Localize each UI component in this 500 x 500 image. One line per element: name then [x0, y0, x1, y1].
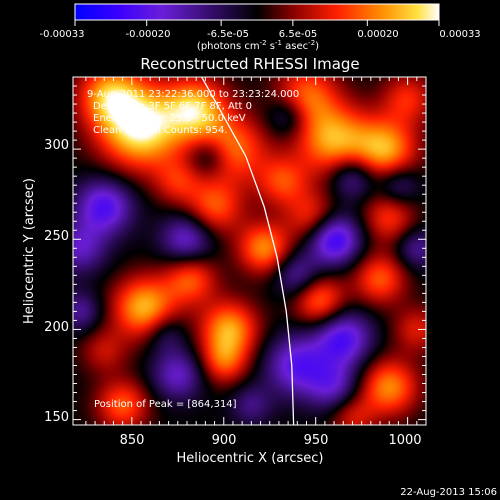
y-tick-label: 150	[44, 410, 69, 425]
annotation-time-range: 9-Aug-2011 23:22:36.000 to 23:23:24.000	[87, 89, 299, 100]
x-tick-labels: 850 900 950 1000	[120, 433, 422, 448]
annotation-clean: Clean Total Counts: 954.	[93, 125, 228, 136]
x-tick-label: 850	[120, 433, 145, 448]
y-tick-label: 200	[44, 320, 69, 335]
colorbar-ticks	[74, 20, 440, 26]
y-tick-label: 250	[44, 229, 69, 244]
x-axis-label: Heliocentric X (arcsec)	[177, 451, 324, 466]
colorbar-tick-labels: -0.00033 -0.00020 -6.5e-05 6.5e-05 0.000…	[40, 29, 481, 40]
axis-ticks	[73, 76, 427, 425]
x-tick-label: 1000	[388, 433, 421, 448]
colorbar-tick-label: 6.5e-05	[279, 29, 317, 40]
plot-annotations: 9-Aug-2011 23:22:36.000 to 23:23:24.000 …	[87, 89, 299, 410]
y-tick-labels: 150 200 250 300	[44, 138, 69, 425]
heatmap-canvas	[73, 77, 426, 425]
colorbar-tick-label: -6.5e-05	[207, 29, 249, 40]
solar-limb-line	[201, 77, 295, 425]
colorbar-units: (photons cm-2 s-1 asec-2)	[197, 39, 319, 52]
colorbar: -0.00033 -0.00020 -6.5e-05 6.5e-05 0.000…	[40, 3, 481, 52]
x-tick-label: 900	[212, 433, 237, 448]
x-tick-label: 950	[304, 433, 329, 448]
colorbar-tick-label: -0.00033	[40, 29, 85, 40]
annotation-detectors: Detectors: 3F 5F 6F 7F 8F, Att 0	[93, 101, 252, 112]
annotation-peak: Position of Peak = [864,314]	[94, 399, 237, 410]
colorbar-tick-label: -0.00020	[126, 29, 171, 40]
plot-timestamp: 22-Aug-2013 15:06	[400, 487, 497, 498]
plot-frame	[72, 76, 427, 426]
heatmap-area	[73, 77, 426, 425]
annotation-energy: Energy Range: 25.0 - 50.0 keV	[93, 113, 246, 124]
chart-title: Reconstructed RHESSI Image	[140, 55, 359, 73]
y-axis-label: Heliocentric Y (arcsec)	[22, 178, 37, 324]
colorbar-tick-label: 0.00033	[439, 29, 480, 40]
colorbar-tick-label: 0.00020	[357, 29, 398, 40]
y-tick-label: 300	[44, 138, 69, 153]
colorbar-gradient	[74, 3, 440, 21]
